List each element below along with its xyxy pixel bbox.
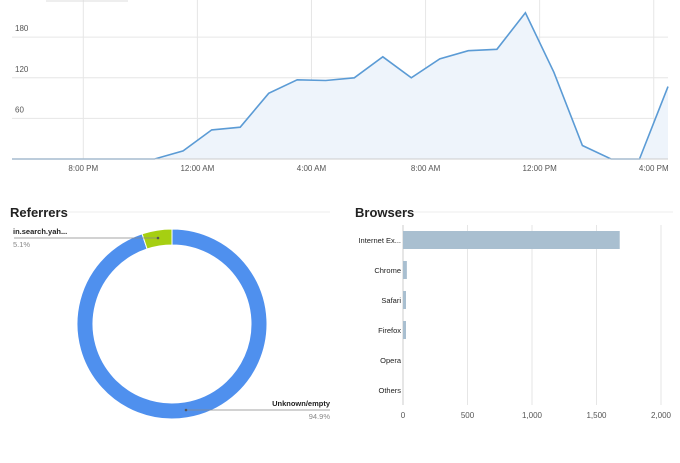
browsers-x-tick-label: 2,000 bbox=[651, 411, 672, 420]
browsers-category-label: Safari bbox=[381, 296, 401, 305]
browsers-bar[interactable] bbox=[403, 231, 620, 249]
referrers-title: Referrers bbox=[10, 205, 68, 220]
referrers-slice-label: in.search.yah... bbox=[13, 227, 67, 236]
browsers-x-tick-label: 1,500 bbox=[586, 411, 607, 420]
traffic-x-tick-label: 4:00 PM bbox=[639, 164, 669, 173]
traffic-x-tick-label: 12:00 AM bbox=[180, 164, 214, 173]
referrers-slice-label: Unknown/empty bbox=[272, 399, 331, 408]
referrers-slice-percent: 94.9% bbox=[309, 412, 331, 421]
referrers-donut-chart: Unknown/empty 94.9% in.search.yah... 5.1% bbox=[10, 211, 331, 421]
browsers-bar-chart: 0 500 1,000 1,500 2,000 Internet Ex... Chrome S… bbox=[355, 211, 673, 420]
browsers-category-label: Chrome bbox=[374, 266, 401, 275]
traffic-x-tick-label: 8:00 AM bbox=[411, 164, 441, 173]
referrers-panel: Referrers Unknown/empty 94.9% in.search.ya… bbox=[0, 195, 340, 458]
browsers-panel: Browsers 0 500 1,000 1,500 2,000 Internet Ex.… bbox=[345, 195, 680, 458]
traffic-y-tick-label: 120 bbox=[15, 65, 29, 74]
browsers-category-label: Opera bbox=[380, 356, 402, 365]
referrers-slice-1[interactable] bbox=[141, 228, 173, 250]
browsers-category-label: Internet Ex... bbox=[358, 236, 401, 245]
browsers-category-label: Others bbox=[378, 386, 401, 395]
browsers-x-tick-label: 0 bbox=[401, 411, 406, 420]
browsers-category-label: Firefox bbox=[378, 326, 401, 335]
traffic-area bbox=[12, 12, 668, 159]
browsers-x-tick-label: 500 bbox=[461, 411, 475, 420]
traffic-y-tick-label: 180 bbox=[15, 24, 29, 33]
browsers-bar[interactable] bbox=[403, 321, 406, 339]
browsers-bar[interactable] bbox=[403, 291, 406, 309]
browsers-title: Browsers bbox=[355, 205, 415, 220]
referrers-slice-0[interactable] bbox=[76, 228, 268, 420]
referrers-slice-percent: 5.1% bbox=[13, 240, 30, 249]
traffic-x-tick-label: 12:00 PM bbox=[523, 164, 558, 173]
browsers-bar[interactable] bbox=[403, 261, 407, 279]
referrers-leader-dot bbox=[184, 408, 188, 412]
traffic-x-tick-label: 4:00 AM bbox=[297, 164, 327, 173]
browsers-x-tick-label: 1,000 bbox=[522, 411, 543, 420]
referrers-leader-dot bbox=[156, 236, 160, 240]
traffic-x-tick-label: 8:00 PM bbox=[68, 164, 98, 173]
traffic-y-tick-label: 60 bbox=[15, 105, 24, 114]
